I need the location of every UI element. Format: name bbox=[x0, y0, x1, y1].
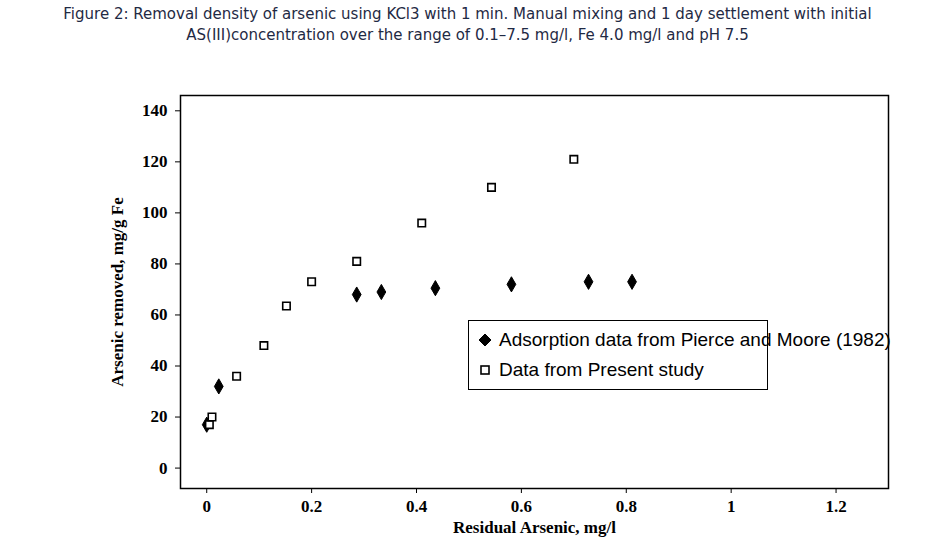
svg-text:100: 100 bbox=[142, 203, 168, 222]
svg-text:Arsenic removed, mg/g Fe: Arsenic removed, mg/g Fe bbox=[108, 197, 127, 387]
svg-text:0.4: 0.4 bbox=[406, 497, 428, 516]
svg-text:Residual Arsenic, mg/l: Residual Arsenic, mg/l bbox=[453, 518, 616, 537]
svg-text:1.2: 1.2 bbox=[825, 497, 846, 516]
svg-text:0: 0 bbox=[202, 497, 211, 516]
html-text:Adsorption data from Pierce an: Adsorption data from Pierce and Moore (1… bbox=[499, 329, 891, 350]
svg-text:40: 40 bbox=[151, 356, 168, 375]
svg-text:1: 1 bbox=[727, 497, 736, 516]
html-text:Figure 2: Removal density of a: Figure 2: Removal density of arsenic usi… bbox=[63, 5, 872, 44]
svg-text:140: 140 bbox=[142, 101, 168, 120]
svg-text:80: 80 bbox=[151, 254, 168, 273]
svg-text:0.6: 0.6 bbox=[511, 497, 532, 516]
svg-text:0: 0 bbox=[159, 459, 168, 478]
svg-text:120: 120 bbox=[142, 152, 168, 171]
svg-text:0.8: 0.8 bbox=[616, 497, 637, 516]
svg-text:0.2: 0.2 bbox=[301, 497, 322, 516]
svg-text:60: 60 bbox=[151, 305, 168, 324]
html-text:Data from Present study: Data from Present study bbox=[499, 359, 704, 380]
svg-text:20: 20 bbox=[151, 407, 168, 426]
